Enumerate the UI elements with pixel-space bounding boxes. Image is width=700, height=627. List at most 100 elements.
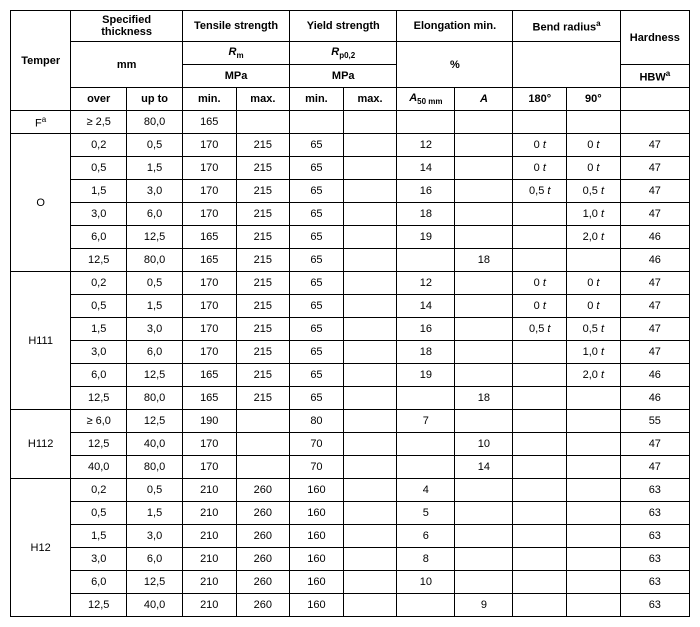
data-cell: 40,0 <box>127 594 183 617</box>
hdr-hardness: Hardness <box>620 11 689 65</box>
data-cell <box>343 341 397 364</box>
data-cell: 47 <box>620 134 689 157</box>
hdr-a50: A50 mm <box>397 88 455 111</box>
data-cell: 6,0 <box>71 571 127 594</box>
data-cell: 160 <box>290 594 344 617</box>
data-cell <box>567 456 621 479</box>
data-cell: 9 <box>455 594 513 617</box>
hdr-tmin: min. <box>182 88 236 111</box>
data-cell: 65 <box>290 318 344 341</box>
table-row: O0,20,517021565120 t0 t47 <box>11 134 690 157</box>
data-cell: 3,0 <box>71 341 127 364</box>
data-cell: 12,5 <box>127 571 183 594</box>
hdr-over: over <box>71 88 127 111</box>
hdr-pct: % <box>397 42 513 88</box>
data-cell <box>455 548 513 571</box>
data-cell: 260 <box>236 502 290 525</box>
data-cell: 215 <box>236 134 290 157</box>
data-cell <box>455 157 513 180</box>
temper-cell: H111 <box>11 272 71 410</box>
data-cell: 46 <box>620 249 689 272</box>
data-cell: 210 <box>182 594 236 617</box>
data-cell: 12,5 <box>127 226 183 249</box>
data-cell <box>343 502 397 525</box>
data-cell: 170 <box>182 295 236 318</box>
data-cell: 165 <box>182 387 236 410</box>
data-cell <box>343 111 397 134</box>
data-cell <box>236 111 290 134</box>
data-cell: 1,5 <box>127 502 183 525</box>
data-cell: 0 t <box>513 295 567 318</box>
data-cell <box>343 318 397 341</box>
data-cell <box>397 594 455 617</box>
data-cell: 215 <box>236 341 290 364</box>
data-cell <box>343 479 397 502</box>
data-cell <box>343 456 397 479</box>
data-cell <box>236 433 290 456</box>
data-cell: 160 <box>290 525 344 548</box>
data-cell: 1,5 <box>71 318 127 341</box>
data-cell: 65 <box>290 341 344 364</box>
table-row: 12,580,0165215651846 <box>11 387 690 410</box>
data-cell: 215 <box>236 203 290 226</box>
data-cell <box>567 410 621 433</box>
data-cell: 6 <box>397 525 455 548</box>
data-cell <box>513 479 567 502</box>
temper-cell: Fa <box>11 111 71 134</box>
data-cell: 215 <box>236 180 290 203</box>
data-cell <box>397 433 455 456</box>
data-cell: 215 <box>236 295 290 318</box>
data-cell: 0,2 <box>71 134 127 157</box>
data-cell: 0,5 <box>71 295 127 318</box>
data-cell: 63 <box>620 525 689 548</box>
data-cell <box>513 341 567 364</box>
data-cell: 0 t <box>513 272 567 295</box>
data-cell <box>513 364 567 387</box>
data-cell: 165 <box>182 364 236 387</box>
data-cell: 0,5 t <box>513 318 567 341</box>
data-cell: 14 <box>397 157 455 180</box>
data-cell: 70 <box>290 433 344 456</box>
data-cell: 170 <box>182 157 236 180</box>
data-cell: 40,0 <box>127 433 183 456</box>
data-cell: 12,5 <box>71 249 127 272</box>
data-cell: 1,5 <box>71 180 127 203</box>
data-cell <box>343 548 397 571</box>
data-cell <box>397 249 455 272</box>
data-cell: 16 <box>397 318 455 341</box>
data-cell: 190 <box>182 410 236 433</box>
data-cell: 6,0 <box>127 341 183 364</box>
data-cell: 260 <box>236 594 290 617</box>
data-cell <box>567 249 621 272</box>
data-cell: 0,5 t <box>567 318 621 341</box>
data-cell: 0,5 <box>71 502 127 525</box>
table-row: H112≥ 6,012,519080755 <box>11 410 690 433</box>
data-cell <box>513 571 567 594</box>
data-cell: 65 <box>290 272 344 295</box>
data-cell: 2,0 t <box>567 226 621 249</box>
data-cell: 260 <box>236 571 290 594</box>
data-cell: 47 <box>620 456 689 479</box>
data-cell: 0,5 t <box>513 180 567 203</box>
data-cell: 215 <box>236 364 290 387</box>
data-cell <box>455 571 513 594</box>
table-row: H120,20,5210260160463 <box>11 479 690 502</box>
table-row: 3,06,017021565181,0 t47 <box>11 203 690 226</box>
data-cell <box>567 433 621 456</box>
data-cell: 210 <box>182 525 236 548</box>
data-cell: 10 <box>455 433 513 456</box>
data-cell <box>343 594 397 617</box>
data-cell: 170 <box>182 180 236 203</box>
hdr-mpa2: MPa <box>290 65 397 88</box>
data-cell: 160 <box>290 571 344 594</box>
table-row: H1110,20,517021565120 t0 t47 <box>11 272 690 295</box>
data-cell <box>567 525 621 548</box>
data-cell: ≥ 2,5 <box>71 111 127 134</box>
data-cell <box>567 387 621 410</box>
data-cell <box>513 226 567 249</box>
data-cell: 1,0 t <box>567 341 621 364</box>
data-cell <box>455 272 513 295</box>
data-cell: 260 <box>236 479 290 502</box>
table-row: 1,53,0210260160663 <box>11 525 690 548</box>
hdr-90: 90° <box>567 88 621 111</box>
